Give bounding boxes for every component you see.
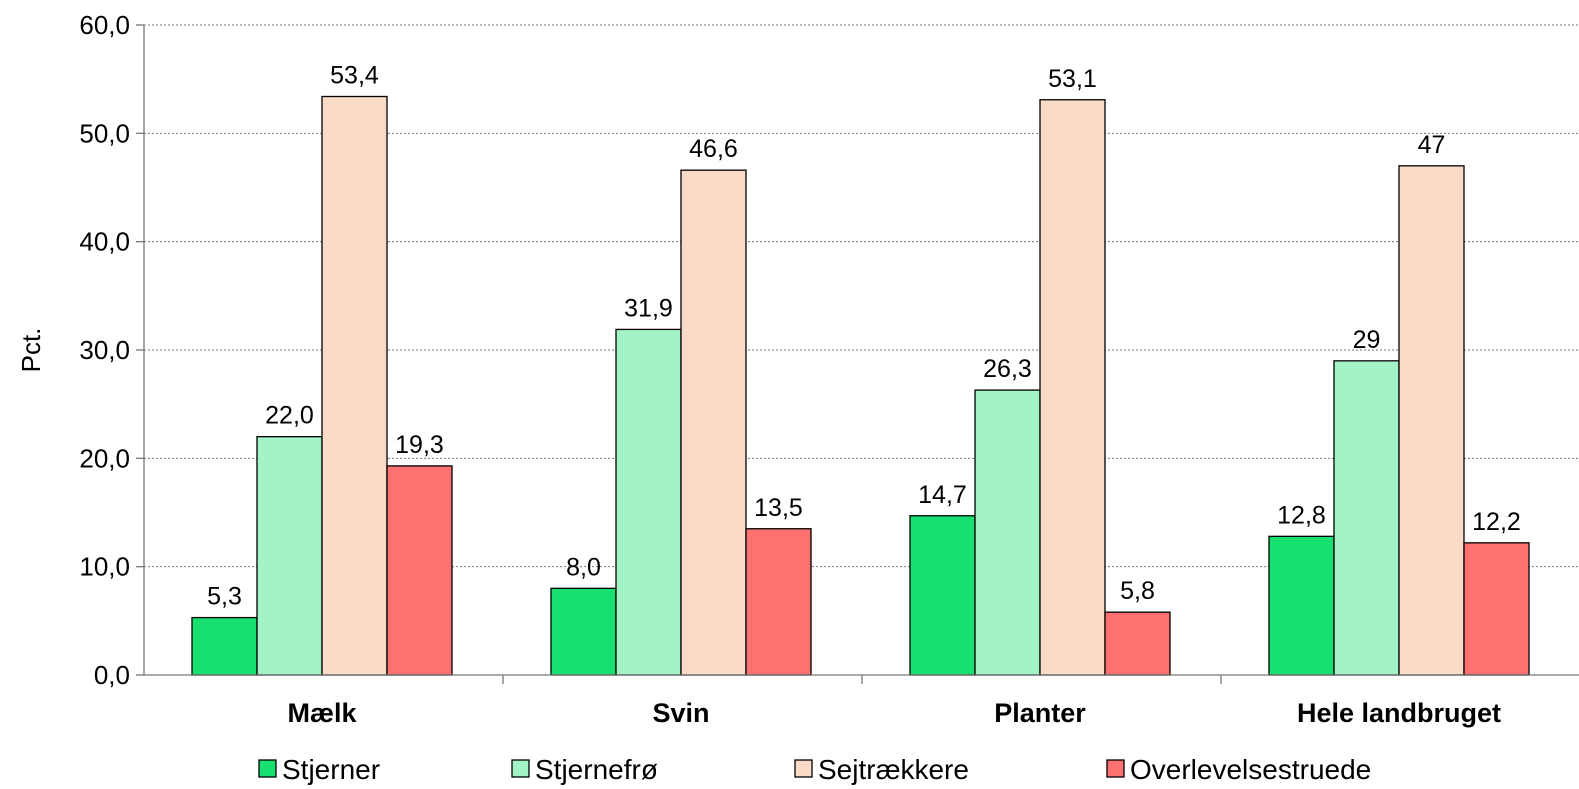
data-label: 31,9: [624, 294, 673, 322]
bar: [1268, 535, 1335, 676]
y-tick-label: 0,0: [94, 660, 130, 690]
axes: Pct. 0,0 10,0 20,0 30,0 40,0 50,0 60,0 Mælk Svin…: [16, 10, 1579, 728]
x-tick-label: Hele landbruget: [1297, 698, 1501, 728]
bar: [680, 169, 747, 676]
grid-lines: [144, 24, 1579, 568]
bars: [191, 95, 1530, 676]
bar: [321, 95, 388, 676]
y-tick-label: 60,0: [79, 10, 130, 40]
data-label: 12,2: [1472, 508, 1521, 536]
legend: Stjerner Stjernefrø Sejtrækkere Overlevelse…: [258, 754, 1371, 785]
data-label: 22,0: [265, 402, 314, 430]
bar: [1463, 542, 1530, 676]
data-label: 46,6: [689, 135, 738, 163]
legend-swatch: [794, 759, 813, 778]
y-tick-label: 20,0: [79, 443, 130, 473]
data-label: 47: [1418, 131, 1446, 159]
bar: [256, 436, 323, 676]
bar: [909, 515, 976, 676]
legend-swatch: [258, 759, 277, 778]
bar: [1039, 99, 1106, 676]
x-tick-label: Svin: [652, 698, 709, 728]
bar: [1333, 360, 1400, 676]
bar: [191, 616, 258, 676]
bar: [615, 328, 682, 676]
data-label: 13,5: [754, 494, 803, 522]
legend-label: Overlevelsestruede: [1130, 754, 1371, 785]
data-label: 29: [1353, 326, 1381, 354]
y-tick-label: 10,0: [79, 552, 130, 582]
y-tick-label: 40,0: [79, 227, 130, 257]
bar: [974, 389, 1041, 676]
data-label: 5,3: [207, 583, 242, 611]
data-label: 19,3: [395, 431, 444, 459]
bar: [550, 587, 617, 676]
y-axis-title: Pct.: [16, 328, 46, 373]
bar: [1398, 165, 1465, 676]
bar: [1104, 611, 1171, 676]
data-label: 53,1: [1048, 65, 1097, 93]
x-tick-label: Planter: [994, 698, 1086, 728]
data-label: 53,4: [330, 62, 379, 90]
data-label: 5,8: [1120, 577, 1155, 605]
data-label: 14,7: [918, 481, 967, 509]
data-label: 8,0: [566, 553, 601, 581]
legend-swatch: [511, 759, 530, 778]
data-label: 26,3: [983, 355, 1032, 383]
legend-label: Stjerner: [282, 754, 380, 785]
legend-label: Sejtrækkere: [818, 754, 969, 785]
x-tick-label: Mælk: [287, 698, 357, 728]
y-tick-label: 50,0: [79, 118, 130, 148]
data-labels: 5,3 22,0 53,4 19,3 8,0 31,9 46,6 13,5 14,7 26,3 53…: [207, 62, 1521, 611]
legend-swatch: [1106, 759, 1125, 778]
y-tick-label: 30,0: [79, 335, 130, 365]
data-label: 12,8: [1277, 501, 1326, 529]
bar: [745, 528, 812, 676]
legend-label: Stjernefrø: [535, 754, 658, 785]
bar: [386, 465, 453, 676]
